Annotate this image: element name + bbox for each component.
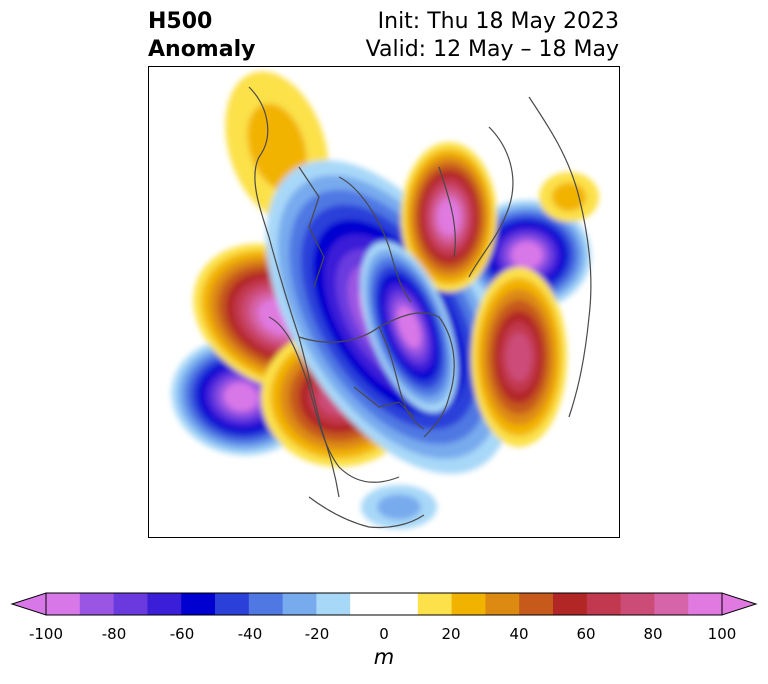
coastline-overlay [248,86,592,529]
colorbar-segment [79,593,115,615]
anomaly-map-svg [171,71,599,529]
colorbar-segment [181,593,216,615]
colorbar-segment [215,593,250,615]
init-time: Init: Thu 18 May 2023 [377,9,619,34]
map-subtitle: Init: Thu 18 May 2023 Valid: 12 May – 18… [366,8,619,64]
colorbar-segment [113,593,148,615]
colorbar-segment [282,593,317,615]
colorbar-unit-label: m [373,645,395,669]
colorbar-segment [451,593,486,615]
colorbar-tick-label: -20 [304,625,330,643]
colorbar-frame [45,592,723,616]
colorbar-tick-label: 100 [707,625,737,643]
anomaly-contour-ridge-nw-canada [247,103,307,191]
colorbar-extend-min [10,592,47,616]
colorbar-segment [654,593,689,615]
colorbar-segment [316,593,351,615]
anomaly-contour-trough-north-pacific [223,382,259,412]
colorbar-segment [147,593,182,615]
valid-period: Valid: 12 May – 18 May [365,37,619,62]
colorbar-tick-label: 0 [379,625,389,643]
map-title: H500 Anomaly [148,8,255,64]
anomaly-contour-ridge-north-atlantic [437,198,461,236]
title-type: Anomaly [148,37,256,62]
colorbar-tick-label: -60 [169,625,195,643]
colorbar-tick-label: 40 [509,625,529,643]
colorbar-extend-max [721,592,758,616]
colorbar [10,592,758,616]
colorbar-segment [586,593,622,615]
colorbar-tick-label: -80 [101,625,127,643]
colorbar-segment [350,593,385,615]
colorbar-segment [46,593,81,615]
colorbar-tick-label: 20 [441,625,461,643]
anomaly-map [148,66,620,538]
anomaly-contour-trough-baffin [511,241,543,269]
colorbar-segment [384,593,419,615]
colorbar-segment [620,593,655,615]
colorbar-tick-label: 60 [576,625,596,643]
anomaly-contour-trough-gulf-of-mexico [377,494,421,520]
colorbar-tick-label: -100 [28,625,64,643]
colorbar-segment [417,593,453,615]
colorbar-segment [553,593,588,615]
title-variable: H500 [148,9,213,34]
colorbar-segment [248,593,284,615]
colorbar-segment [519,593,554,615]
colorbar-segment [485,593,520,615]
anomaly-contour-ridge-siberia [505,332,533,382]
colorbar-tick-label: -40 [237,625,263,643]
colorbar-tick-label: 80 [643,625,663,643]
colorbar-segment [688,593,723,615]
